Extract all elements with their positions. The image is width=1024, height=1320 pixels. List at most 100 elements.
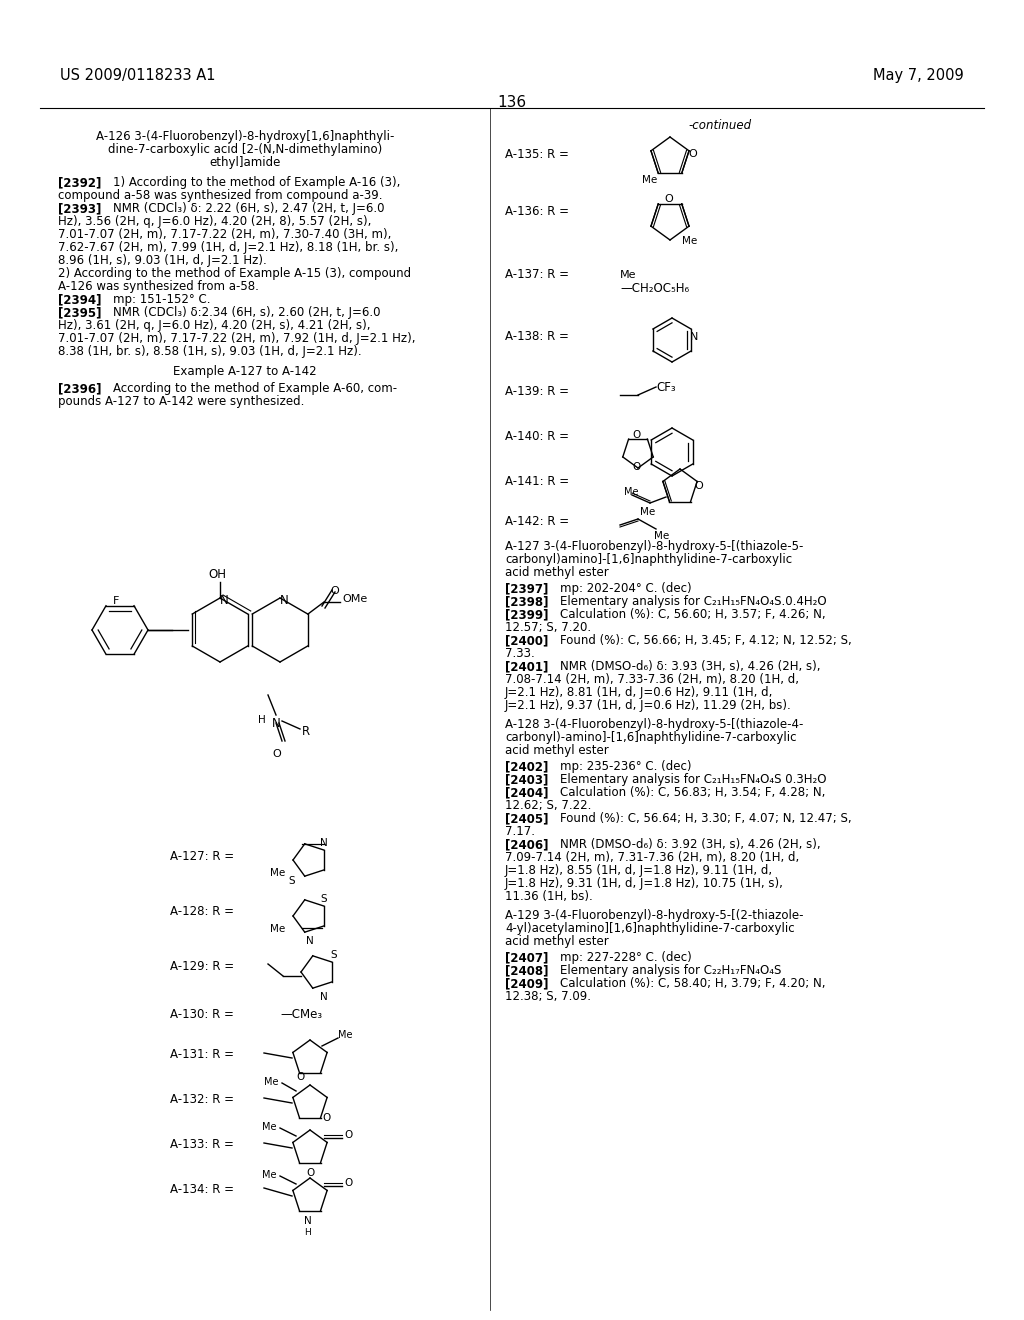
Text: Me: Me xyxy=(620,271,637,280)
Text: 1) According to the method of Example A-16 (3),: 1) According to the method of Example A-… xyxy=(113,176,400,189)
Text: [2406]: [2406] xyxy=(505,838,549,851)
Text: O: O xyxy=(330,586,339,597)
Text: Me: Me xyxy=(338,1030,352,1040)
Text: Found (%): C, 56.66; H, 3.45; F, 4.12; N, 12.52; S,: Found (%): C, 56.66; H, 3.45; F, 4.12; N… xyxy=(560,634,852,647)
Text: A-140: R =: A-140: R = xyxy=(505,430,569,444)
Text: Calculation (%): C, 56.60; H, 3.57; F, 4.26; N,: Calculation (%): C, 56.60; H, 3.57; F, 4… xyxy=(560,609,825,620)
Text: 11.36 (1H, bs).: 11.36 (1H, bs). xyxy=(505,890,593,903)
Text: Calculation (%): C, 56.83; H, 3.54; F, 4.28; N,: Calculation (%): C, 56.83; H, 3.54; F, 4… xyxy=(560,785,825,799)
Text: N: N xyxy=(319,838,328,847)
Text: A-129: R =: A-129: R = xyxy=(170,960,234,973)
Text: dine-7-carboxylic acid [2-(N,N-dimethylamino): dine-7-carboxylic acid [2-(N,N-dimethyla… xyxy=(108,143,382,156)
Text: carbonyl)-amino]-[1,6]naphthylidine-7-carboxylic: carbonyl)-amino]-[1,6]naphthylidine-7-ca… xyxy=(505,731,797,744)
Text: [2398]: [2398] xyxy=(505,595,549,609)
Text: acid methyl ester: acid methyl ester xyxy=(505,744,608,756)
Text: 4-yl)acetylamino][1,6]naphthylidine-7-carboxylic: 4-yl)acetylamino][1,6]naphthylidine-7-ca… xyxy=(505,921,795,935)
Text: O: O xyxy=(344,1177,352,1188)
Text: Me: Me xyxy=(640,507,655,517)
Text: A-135: R =: A-135: R = xyxy=(505,148,569,161)
Text: A-130: R =: A-130: R = xyxy=(170,1008,233,1020)
Text: S: S xyxy=(288,876,295,886)
Text: 7.08-7.14 (2H, m), 7.33-7.36 (2H, m), 8.20 (1H, d,: 7.08-7.14 (2H, m), 7.33-7.36 (2H, m), 8.… xyxy=(505,673,799,686)
Text: CF₃: CF₃ xyxy=(656,381,676,393)
Text: Me: Me xyxy=(262,1122,276,1133)
Text: A-137: R =: A-137: R = xyxy=(505,268,569,281)
Text: O: O xyxy=(694,480,702,491)
Text: A-129 3-(4-Fluorobenzyl)-8-hydroxy-5-[(2-thiazole-: A-129 3-(4-Fluorobenzyl)-8-hydroxy-5-[(2… xyxy=(505,909,804,921)
Text: A-127: R =: A-127: R = xyxy=(170,850,234,863)
Text: mp: 151-152° C.: mp: 151-152° C. xyxy=(113,293,211,306)
Text: Me: Me xyxy=(682,236,697,246)
Text: pounds A-127 to A-142 were synthesized.: pounds A-127 to A-142 were synthesized. xyxy=(58,395,304,408)
Text: [2396]: [2396] xyxy=(58,381,101,395)
Text: A-138: R =: A-138: R = xyxy=(505,330,569,343)
Text: A-131: R =: A-131: R = xyxy=(170,1048,234,1061)
Text: J=1.8 Hz), 9.31 (1H, d, J=1.8 Hz), 10.75 (1H, s),: J=1.8 Hz), 9.31 (1H, d, J=1.8 Hz), 10.75… xyxy=(505,876,784,890)
Text: R: R xyxy=(302,725,310,738)
Text: 12.62; S, 7.22.: 12.62; S, 7.22. xyxy=(505,799,592,812)
Text: 2) According to the method of Example A-15 (3), compound: 2) According to the method of Example A-… xyxy=(58,267,411,280)
Text: Hz), 3.61 (2H, q, J=6.0 Hz), 4.20 (2H, s), 4.21 (2H, s),: Hz), 3.61 (2H, q, J=6.0 Hz), 4.20 (2H, s… xyxy=(58,319,371,333)
Text: Me: Me xyxy=(270,924,286,935)
Text: US 2009/0118233 A1: US 2009/0118233 A1 xyxy=(60,69,215,83)
Text: A-134: R =: A-134: R = xyxy=(170,1183,234,1196)
Text: mp: 202-204° C. (dec): mp: 202-204° C. (dec) xyxy=(560,582,691,595)
Text: —CMe₃: —CMe₃ xyxy=(280,1008,323,1020)
Text: —CH₂OC₅H₆: —CH₂OC₅H₆ xyxy=(620,282,689,294)
Text: O: O xyxy=(688,149,696,158)
Text: N: N xyxy=(280,594,289,607)
Text: 7.17.: 7.17. xyxy=(505,825,535,838)
Text: [2395]: [2395] xyxy=(58,306,101,319)
Text: Me: Me xyxy=(270,869,286,878)
Text: [2401]: [2401] xyxy=(505,660,549,673)
Text: ethyl]amide: ethyl]amide xyxy=(209,156,281,169)
Text: O: O xyxy=(272,748,281,759)
Text: N: N xyxy=(219,594,228,607)
Text: [2403]: [2403] xyxy=(505,774,549,785)
Text: [2407]: [2407] xyxy=(505,950,549,964)
Text: S: S xyxy=(330,950,337,960)
Text: May 7, 2009: May 7, 2009 xyxy=(873,69,964,83)
Text: OMe: OMe xyxy=(342,594,368,605)
Text: N: N xyxy=(272,717,281,730)
Text: A-139: R =: A-139: R = xyxy=(505,385,569,399)
Text: O: O xyxy=(664,194,673,205)
Text: compound a-58 was synthesized from compound a-39.: compound a-58 was synthesized from compo… xyxy=(58,189,383,202)
Text: N: N xyxy=(304,1216,311,1226)
Text: 12.38; S, 7.09.: 12.38; S, 7.09. xyxy=(505,990,591,1003)
Text: OH: OH xyxy=(208,568,226,581)
Text: [2409]: [2409] xyxy=(505,977,549,990)
Text: 7.09-7.14 (2H, m), 7.31-7.36 (2H, m), 8.20 (1H, d,: 7.09-7.14 (2H, m), 7.31-7.36 (2H, m), 8.… xyxy=(505,851,800,865)
Text: H: H xyxy=(258,715,266,725)
Text: O: O xyxy=(322,1113,331,1123)
Text: J=2.1 Hz), 9.37 (1H, d, J=0.6 Hz), 11.29 (2H, bs).: J=2.1 Hz), 9.37 (1H, d, J=0.6 Hz), 11.29… xyxy=(505,700,792,711)
Text: A-133: R =: A-133: R = xyxy=(170,1138,233,1151)
Text: A-128 3-(4-Fluorobenzyl)-8-hydroxy-5-[(thiazole-4-: A-128 3-(4-Fluorobenzyl)-8-hydroxy-5-[(t… xyxy=(505,718,804,731)
Text: NMR (CDCl₃) δ: 2.22 (6H, s), 2.47 (2H, t, J=6.0: NMR (CDCl₃) δ: 2.22 (6H, s), 2.47 (2H, t… xyxy=(113,202,384,215)
Text: 8.38 (1H, br. s), 8.58 (1H, s), 9.03 (1H, d, J=2.1 Hz).: 8.38 (1H, br. s), 8.58 (1H, s), 9.03 (1H… xyxy=(58,345,361,358)
Text: [2393]: [2393] xyxy=(58,202,101,215)
Text: 12.57; S, 7.20.: 12.57; S, 7.20. xyxy=(505,620,591,634)
Text: Me: Me xyxy=(264,1077,279,1086)
Text: According to the method of Example A-60, com-: According to the method of Example A-60,… xyxy=(113,381,397,395)
Text: Me: Me xyxy=(624,487,639,498)
Text: carbonyl)amino]-[1,6]naphthylidine-7-carboxylic: carbonyl)amino]-[1,6]naphthylidine-7-car… xyxy=(505,553,793,566)
Text: H: H xyxy=(304,1228,310,1237)
Text: Found (%): C, 56.64; H, 3.30; F, 4.07; N, 12.47; S,: Found (%): C, 56.64; H, 3.30; F, 4.07; N… xyxy=(560,812,852,825)
Text: [2399]: [2399] xyxy=(505,609,549,620)
Text: [2408]: [2408] xyxy=(505,964,549,977)
Text: S: S xyxy=(319,894,327,904)
Text: [2394]: [2394] xyxy=(58,293,101,306)
Text: 7.01-7.07 (2H, m), 7.17-7.22 (2H, m), 7.92 (1H, d, J=2.1 Hz),: 7.01-7.07 (2H, m), 7.17-7.22 (2H, m), 7.… xyxy=(58,333,416,345)
Text: Me: Me xyxy=(262,1170,276,1180)
Text: Calculation (%): C, 58.40; H, 3.79; F, 4.20; N,: Calculation (%): C, 58.40; H, 3.79; F, 4… xyxy=(560,977,825,990)
Text: A-128: R =: A-128: R = xyxy=(170,906,234,917)
Text: [2397]: [2397] xyxy=(505,582,549,595)
Text: Example A-127 to A-142: Example A-127 to A-142 xyxy=(173,366,316,378)
Text: [2402]: [2402] xyxy=(505,760,549,774)
Text: NMR (DMSO-d₆) δ: 3.93 (3H, s), 4.26 (2H, s),: NMR (DMSO-d₆) δ: 3.93 (3H, s), 4.26 (2H,… xyxy=(560,660,820,673)
Text: J=2.1 Hz), 8.81 (1H, d, J=0.6 Hz), 9.11 (1H, d,: J=2.1 Hz), 8.81 (1H, d, J=0.6 Hz), 9.11 … xyxy=(505,686,773,700)
Text: 7.01-7.07 (2H, m), 7.17-7.22 (2H, m), 7.30-7.40 (3H, m),: 7.01-7.07 (2H, m), 7.17-7.22 (2H, m), 7.… xyxy=(58,228,391,242)
Text: A-126 3-(4-Fluorobenzyl)-8-hydroxy[1,6]naphthyli-: A-126 3-(4-Fluorobenzyl)-8-hydroxy[1,6]n… xyxy=(96,129,394,143)
Text: [2392]: [2392] xyxy=(58,176,101,189)
